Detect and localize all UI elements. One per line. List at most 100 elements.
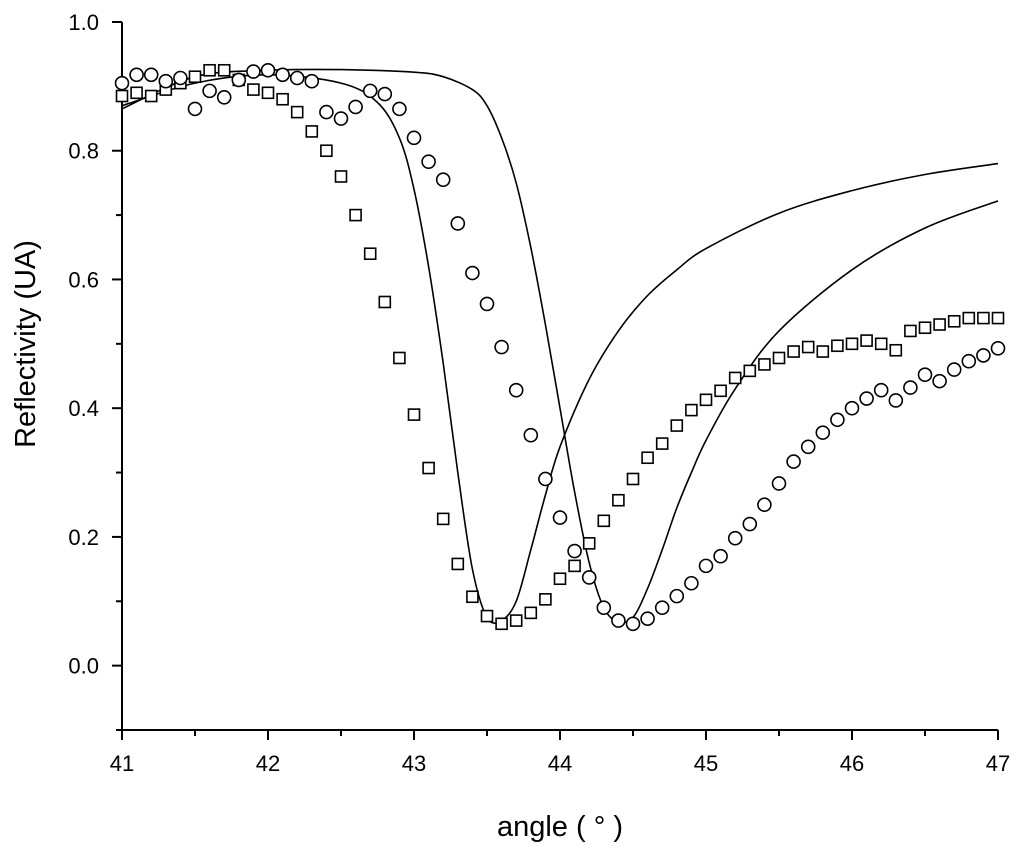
circle-marker	[888, 393, 904, 408]
square-marker	[991, 311, 1005, 325]
circle-marker	[202, 83, 217, 99]
y-tick-label: 0.6	[68, 267, 99, 292]
square-marker	[728, 371, 742, 385]
circle-marker	[406, 130, 422, 146]
circle-marker	[669, 588, 685, 604]
data-markers	[114, 62, 1006, 632]
circle-marker	[494, 339, 509, 355]
circle-marker	[976, 348, 991, 363]
circle-marker	[567, 543, 582, 559]
square-marker	[320, 144, 333, 158]
square-marker	[831, 339, 844, 353]
circle-marker	[844, 400, 860, 416]
square-marker	[290, 105, 304, 119]
circle-marker	[319, 104, 334, 120]
circle-marker	[538, 471, 553, 487]
circle-marker	[143, 67, 159, 83]
circle-marker	[786, 454, 801, 469]
square-marker	[787, 345, 800, 358]
circle-marker	[114, 75, 130, 91]
square-marker	[597, 514, 611, 528]
circle-marker	[231, 72, 247, 88]
square-marker	[816, 345, 830, 358]
circle-marker	[903, 380, 918, 395]
circle-marker	[859, 391, 874, 406]
square-marker	[451, 557, 465, 571]
square-marker	[904, 324, 917, 338]
square-marker	[772, 351, 786, 365]
x-tick-label: 42	[256, 751, 280, 776]
tick-labels: 41 42 43 44 45 46 47 0.0 0.2 0.4 0.6 0.8 1.0	[68, 10, 1010, 776]
square-marker	[363, 247, 377, 261]
x-tick-label: 41	[110, 751, 134, 776]
circle-marker	[362, 83, 378, 99]
x-tick-label: 45	[694, 751, 718, 776]
square-marker	[115, 89, 129, 103]
square-marker	[509, 614, 523, 627]
square-marker	[918, 321, 932, 335]
circle-marker	[289, 70, 305, 86]
circle-marker	[771, 476, 787, 491]
circle-marker	[465, 265, 480, 281]
x-tick-label: 46	[840, 751, 864, 776]
square-marker	[261, 86, 275, 100]
square-marker	[582, 537, 596, 550]
circle-marker	[348, 99, 363, 115]
circle-marker	[698, 558, 714, 574]
y-tick-label: 0.4	[68, 396, 99, 421]
circle-marker	[640, 611, 655, 626]
circle-marker	[581, 570, 597, 585]
square-marker	[641, 451, 654, 465]
square-marker	[743, 364, 757, 378]
circle-marker	[173, 70, 188, 86]
y-tick-label: 0.0	[68, 654, 99, 679]
circle-marker	[596, 600, 612, 616]
square-marker	[305, 125, 319, 138]
y-axis-title: Reflectivity (UA)	[10, 240, 42, 448]
square-marker	[247, 83, 260, 96]
circle-marker	[275, 67, 290, 83]
x-tick-label: 47	[986, 751, 1010, 776]
y-tick-label: 0.2	[68, 525, 99, 550]
circle-marker	[479, 296, 495, 312]
square-marker	[144, 89, 158, 103]
circle-marker	[421, 154, 436, 169]
square-marker	[568, 559, 581, 573]
square-marker	[612, 493, 625, 507]
square-marker	[393, 351, 406, 365]
fit-line-4	[121, 68, 999, 624]
square-marker	[933, 318, 946, 331]
square-marker	[685, 403, 698, 417]
circle-marker	[333, 111, 349, 126]
circle-marker	[917, 367, 933, 383]
circle-marker	[129, 67, 144, 83]
circle-marker	[946, 362, 962, 377]
circle-marker	[873, 382, 889, 398]
circle-marker	[523, 427, 539, 443]
circle-marker	[684, 575, 699, 591]
square-marker	[889, 343, 903, 357]
square-marker	[699, 393, 713, 407]
circle-marker	[158, 73, 174, 89]
square-marker	[276, 92, 289, 106]
circle-marker	[757, 497, 772, 513]
circle-marker	[830, 412, 845, 428]
circle-marker	[654, 600, 670, 616]
circle-marker	[800, 439, 816, 455]
circle-marker	[187, 101, 203, 117]
x-tick-label: 44	[548, 751, 572, 776]
square-marker	[553, 572, 567, 586]
square-marker	[349, 208, 362, 222]
circle-marker	[435, 172, 451, 187]
square-marker	[801, 340, 815, 354]
square-marker	[874, 337, 888, 351]
circle-marker	[727, 530, 743, 546]
square-marker	[655, 437, 669, 450]
square-marker	[860, 334, 873, 347]
square-marker	[188, 70, 202, 84]
circle-marker	[815, 425, 831, 440]
circle-marker	[392, 101, 407, 117]
circle-marker	[742, 516, 758, 532]
circle-marker	[713, 548, 728, 564]
